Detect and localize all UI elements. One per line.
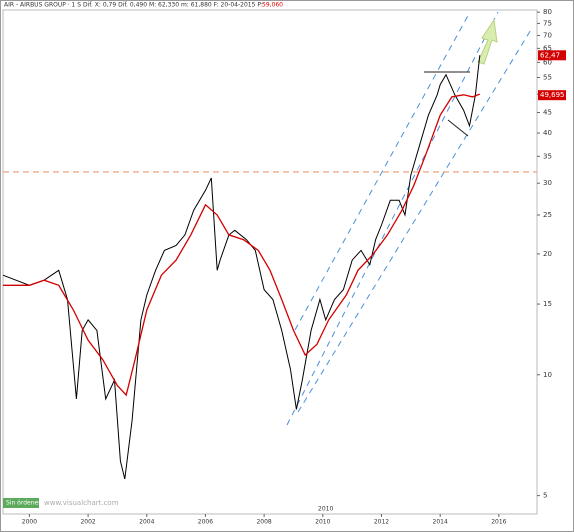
y-tick-label: 65 [543, 44, 552, 52]
x-tick-label: 2002 [80, 519, 95, 526]
x-tick-label: 2016 [491, 519, 506, 526]
x-tick-label: 2000 [22, 519, 37, 526]
x-tick-label: 2014 [433, 519, 448, 526]
price-label: 62,47 [540, 51, 560, 59]
x-tick-label: 2012 [374, 519, 389, 526]
price-box [538, 90, 566, 101]
moving-average [3, 93, 481, 397]
y-tick-label: 40 [543, 129, 552, 137]
pattern-lines [424, 71, 470, 137]
y-tick-label: 45 [543, 108, 552, 116]
arrow [477, 18, 498, 65]
status: Sin órdenes [6, 500, 41, 507]
price-box [538, 50, 566, 61]
y-tick-label: 55 [543, 74, 552, 82]
y-tick-label: 35 [543, 152, 552, 160]
y-tick-label: 5 [543, 492, 547, 500]
y-tick-label: 30 [543, 179, 552, 187]
price-line [2, 55, 481, 480]
x-tick-label: 2008 [256, 519, 271, 526]
plot-area [2, 9, 538, 515]
x-tick-label: 2004 [139, 519, 154, 526]
y-tick-label: 20 [543, 250, 552, 258]
x-tick-label: 2010 [315, 519, 330, 526]
x-tick-label: 2006 [198, 519, 213, 526]
y-tick-label: 15 [543, 300, 552, 308]
watermark: www.visualchart.com [44, 499, 119, 507]
y-tick-label: 70 [543, 31, 552, 39]
y-tick-label: 10 [543, 371, 552, 379]
y-tick-label: 60 [543, 58, 552, 66]
header: AIR - AIRBUS GROUP · 1 S Dif. X: 0,79 Di… [4, 2, 263, 9]
header-price: 59,060 [262, 2, 283, 9]
y-tick-label: 25 [543, 211, 552, 219]
price-label: 49,695 [540, 91, 565, 99]
bottom-note: 2010 [318, 506, 333, 513]
y-tick-label: 80 [543, 8, 552, 16]
trend-channel [286, 11, 533, 426]
y-tick-label: 75 [543, 19, 552, 27]
status-box [3, 498, 39, 508]
